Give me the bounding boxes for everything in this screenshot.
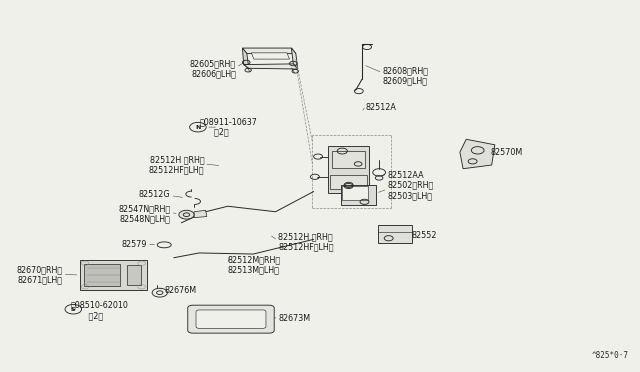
Bar (378, 225, 412, 243)
Text: 82605〈RH〉
82606〈LH〉: 82605〈RH〉 82606〈LH〉 (190, 59, 236, 79)
Text: N: N (195, 125, 200, 130)
Bar (342, 186, 368, 201)
Text: 82512A: 82512A (366, 103, 397, 112)
Text: 82512AA: 82512AA (387, 171, 424, 180)
Text: 82502〈RH〉
82503〈LH〉: 82502〈RH〉 82503〈LH〉 (387, 181, 434, 200)
Text: 82512M〈RH〉
82513M〈LH〉: 82512M〈RH〉 82513M〈LH〉 (228, 256, 281, 275)
Text: 82552: 82552 (412, 231, 437, 240)
Text: ⓝ08911-10637
      〨2〩: ⓝ08911-10637 〨2〩 (199, 118, 257, 137)
Bar (330, 175, 367, 189)
Polygon shape (194, 210, 207, 218)
Polygon shape (243, 48, 249, 68)
Text: 82512H 〈RH〉
82512HF〈LH〉: 82512H 〈RH〉 82512HF〈LH〉 (148, 155, 204, 174)
Polygon shape (243, 48, 296, 54)
Text: 82579: 82579 (122, 240, 147, 249)
Text: 82676M: 82676M (165, 286, 197, 295)
Polygon shape (244, 64, 298, 69)
Circle shape (157, 291, 163, 295)
Bar (80, 260, 147, 290)
Bar (127, 266, 141, 285)
Text: 82608〈RH〉
82609〈LH〉: 82608〈RH〉 82609〈LH〉 (382, 66, 428, 85)
Text: ^825*0·7: ^825*0·7 (591, 351, 628, 360)
Text: 82670〈RH〉
82671〈LH〉: 82670〈RH〉 82671〈LH〉 (17, 265, 63, 285)
Polygon shape (460, 139, 495, 169)
Text: 82570M: 82570M (490, 148, 523, 157)
Text: 82673M: 82673M (278, 314, 311, 323)
Bar (332, 151, 365, 167)
Bar (340, 185, 376, 205)
Text: 82512G: 82512G (139, 190, 171, 199)
Circle shape (179, 210, 194, 219)
Text: S: S (71, 307, 76, 312)
Bar (84, 264, 120, 286)
Text: 82512H 〈RH〉
82512HF〈LH〉: 82512H 〈RH〉 82512HF〈LH〉 (278, 232, 333, 251)
Text: Ⓝ08510-62010
       〨2〩: Ⓝ08510-62010 〨2〩 (71, 301, 129, 320)
Bar (328, 145, 369, 193)
Polygon shape (291, 48, 298, 69)
Polygon shape (252, 53, 289, 59)
Text: 82547N〈RH〉
82548N〈LH〉: 82547N〈RH〉 82548N〈LH〉 (118, 204, 171, 223)
FancyBboxPatch shape (196, 310, 266, 328)
FancyBboxPatch shape (188, 305, 274, 333)
